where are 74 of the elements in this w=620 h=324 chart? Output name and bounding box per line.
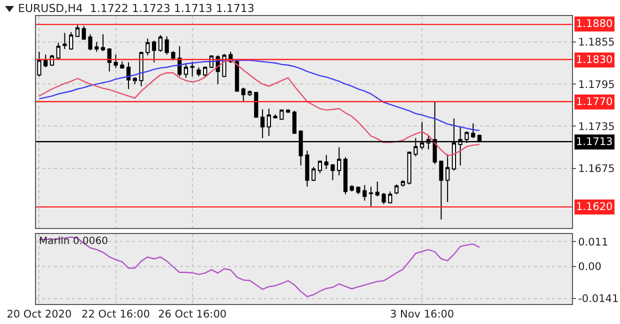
candlestick	[120, 61, 124, 70]
line-series	[38, 60, 480, 156]
x-tick-label: 22 Oct 16:00	[82, 308, 150, 321]
candlestick	[394, 184, 399, 195]
candlestick	[146, 38, 150, 56]
candlestick	[368, 186, 374, 207]
candlestick	[292, 110, 296, 134]
candlestick	[388, 191, 392, 204]
candlestick	[273, 114, 278, 119]
candlestick	[56, 42, 60, 60]
candlestick	[82, 25, 86, 40]
y-tick-label: 1.1855	[578, 36, 615, 49]
candlestick	[471, 122, 476, 139]
candlestick	[280, 108, 284, 120]
ref-line-label: 1.1620	[576, 201, 613, 213]
candlestick	[375, 181, 380, 197]
candlestick	[100, 34, 106, 52]
candlestick	[343, 156, 348, 195]
y-tick-label: 0.011	[578, 236, 608, 248]
candlestick	[171, 50, 176, 61]
candlestick	[350, 184, 354, 192]
candlestick	[75, 24, 80, 38]
candlestick	[152, 40, 156, 63]
x-tick-label: 3 Nov 16:00	[390, 308, 454, 321]
candlestick	[37, 51, 42, 77]
candlestick	[407, 150, 412, 185]
ref-line-label: 1.1713	[576, 136, 613, 148]
candlestick	[324, 154, 328, 170]
candlestick	[330, 164, 335, 181]
candlestick	[107, 48, 112, 72]
ref-line-label: 1.1830	[576, 54, 613, 66]
x-tick-label: 20 Oct 2020	[6, 308, 72, 321]
line-series	[38, 60, 480, 132]
candlestick	[266, 108, 271, 137]
y-tick-label: 1.1675	[578, 163, 615, 176]
candlestick	[132, 76, 137, 85]
candlestick	[382, 192, 386, 205]
candlestick	[400, 180, 405, 188]
candlestick	[241, 87, 246, 102]
candlestick	[305, 150, 310, 188]
candlestick	[196, 66, 201, 77]
candlestick	[312, 166, 316, 182]
candlestick	[362, 184, 367, 202]
x-tick-label: 26 Oct 16:00	[158, 308, 227, 321]
candlestick	[260, 108, 265, 139]
candlestick	[190, 61, 194, 77]
candlestick	[203, 66, 208, 77]
candlestick	[184, 62, 188, 78]
y-tick-label: 1.1795	[578, 78, 615, 91]
candlestick	[69, 32, 74, 50]
candlestick	[318, 160, 322, 174]
candlestick	[126, 62, 131, 90]
candlestick	[337, 146, 342, 176]
line-series	[38, 236, 480, 298]
candlestick	[439, 160, 444, 220]
chart-title: EURUSD,H4 1.1722 1.1723 1.1713 1.1713	[18, 2, 254, 15]
candlestick	[254, 91, 258, 118]
candlestick	[234, 60, 240, 92]
ref-line-label: 1.1880	[576, 18, 613, 30]
candlestick	[158, 34, 162, 52]
candlestick	[139, 51, 144, 87]
y-tick-label: 1.1735	[578, 120, 615, 133]
candlestick	[62, 32, 67, 50]
candlestick	[44, 54, 48, 68]
candlestick	[164, 36, 169, 56]
candlestick	[248, 90, 252, 97]
candlestick	[446, 154, 450, 203]
y-tick-label: -0.0141	[578, 293, 619, 306]
ref-line-label: 1.1770	[576, 96, 613, 108]
y-tick-label: 0.00	[578, 261, 602, 274]
candlestick	[114, 54, 118, 68]
candlestick	[88, 34, 92, 51]
candlestick	[94, 41, 99, 52]
candlestick	[356, 186, 360, 195]
